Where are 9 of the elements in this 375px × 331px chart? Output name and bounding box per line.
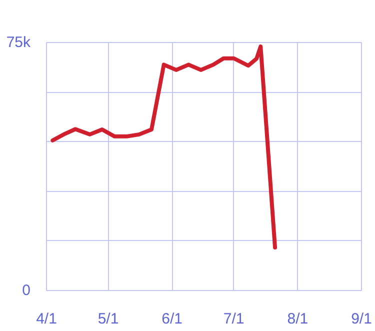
x-tick-label: 5/1	[98, 310, 119, 328]
x-tick-label: 7/1	[223, 310, 244, 328]
y-tick-label: 0	[22, 282, 30, 299]
x-tick-label: 9/1	[351, 310, 372, 328]
y-tick-label: 75k	[6, 34, 31, 51]
line-series	[50, 44, 278, 250]
x-tick-label: 6/1	[162, 310, 183, 328]
x-tick-label: 8/1	[287, 310, 308, 328]
x-tick-label: 4/1	[36, 310, 57, 328]
